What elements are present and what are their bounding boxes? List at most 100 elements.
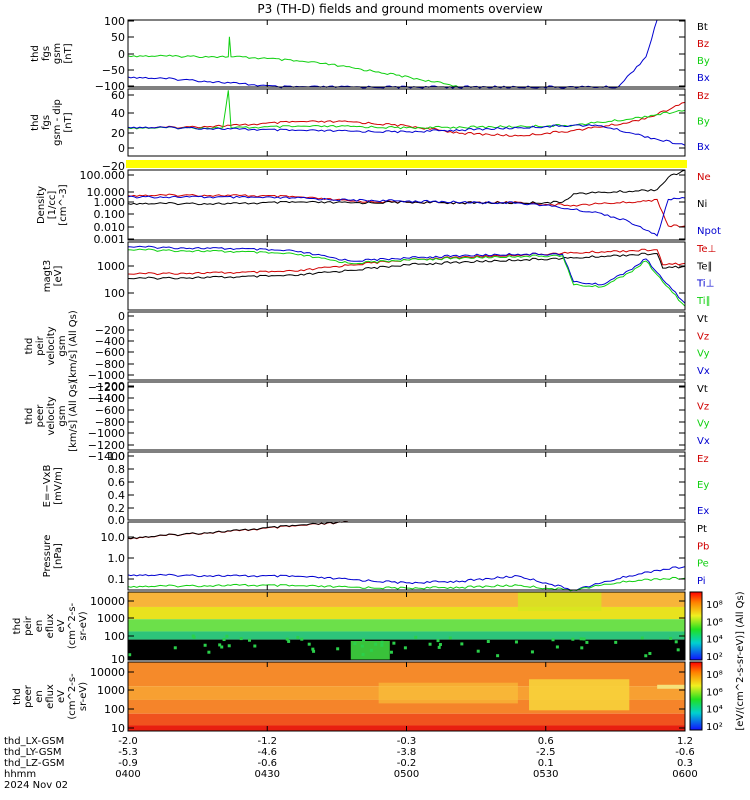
y-axis-label: gsm: [57, 335, 68, 356]
y-tick-label: 1000: [97, 684, 125, 697]
y-axis-label: (cm^2-s-: [67, 673, 78, 720]
footer-value: -2.5: [536, 747, 556, 758]
spectro-speckle: [437, 645, 441, 649]
footer-value: -4.6: [257, 747, 277, 758]
spectro-band: [128, 619, 685, 632]
series-Pi: [127, 566, 686, 591]
spectro-speckle: [239, 637, 243, 641]
series-Pe: [127, 576, 686, 592]
series-By: [127, 90, 686, 130]
legend-label: Ey: [697, 480, 709, 491]
panel-fgs_gsm_total: 100 50 0 −50 −100 thd fgs gsm [nT] Bt Bz By Bx: [30, 15, 710, 93]
spectro-speckle: [571, 637, 575, 641]
spectro-speckle: [614, 640, 618, 644]
spectro-speckle: [669, 636, 673, 640]
y-axis-label: gsm: [52, 43, 63, 64]
y-tick-label: 20: [111, 127, 125, 140]
spectro-speckle: [218, 643, 222, 647]
series-Te∥: [127, 252, 686, 280]
panel-pressure: 10.0 1.0 0.1 Pressure [nPa] Pt Pb Pe Pi: [42, 520, 709, 592]
legend-label: Ni: [697, 199, 707, 210]
legend-label: Ne: [697, 172, 711, 183]
y-tick-label: −400: [95, 392, 125, 405]
spectro-speckle: [476, 649, 480, 653]
footer-value: 0500: [394, 769, 419, 780]
spectro-speckle: [300, 637, 304, 641]
legend-label: Bx: [697, 73, 710, 84]
spectro-speckle: [644, 654, 648, 658]
spectro-speckle: [307, 642, 311, 646]
y-axis-label: peir: [23, 615, 34, 635]
spectro-speckle: [579, 637, 583, 641]
y-tick-label: −100: [95, 80, 125, 93]
series-Ti⊥: [127, 245, 686, 304]
spectro-speckle: [585, 640, 589, 644]
spectro-speckle: [311, 647, 315, 651]
footer-value: 0.3: [677, 758, 693, 769]
spectro-speckle: [227, 644, 231, 648]
y-tick-label: 0: [118, 310, 125, 323]
legend-label: Vx: [697, 436, 710, 447]
y-tick-label: 50: [111, 31, 125, 44]
spectro-band: [128, 639, 685, 660]
spectro-speckle: [676, 648, 680, 652]
footer-value: 0400: [115, 769, 140, 780]
panel-frame: [127, 311, 686, 381]
spectro-speckle: [640, 636, 644, 640]
spectro-speckle: [360, 644, 364, 648]
legend-label: Vz: [697, 401, 709, 412]
colorbar-scale: [689, 661, 703, 731]
spectro-speckle: [403, 646, 407, 650]
legend-label: Pt: [697, 524, 707, 535]
y-axis-label: [nPa]: [53, 543, 64, 569]
spectro-speckle: [555, 645, 559, 649]
y-tick-label: 10: [111, 722, 125, 735]
panel-frame: [127, 19, 686, 88]
legend-label: Ti∥: [696, 296, 711, 307]
spectro-speckle: [648, 651, 652, 655]
spectro-speckle: [253, 644, 257, 648]
panel-e_field: 1.00.80.60.40.20.0 E=−VxB [mV/m] Ez Ey Ex: [42, 450, 709, 527]
series-Bz: [127, 101, 686, 137]
y-axis-label: [eV]: [53, 266, 64, 287]
spectro-speckle: [380, 640, 384, 644]
y-axis-label: eV: [56, 690, 67, 703]
y-axis-label: eV: [56, 619, 67, 632]
colorbar-tick: 10⁴: [706, 705, 723, 716]
spectro-speckle: [380, 643, 384, 647]
y-axis-label: thd: [24, 408, 35, 425]
y-axis-label: [cm^-3]: [58, 184, 69, 225]
legend-label: Ex: [697, 506, 709, 517]
spectro-speckle: [220, 645, 224, 649]
spectro-speckle: [247, 638, 251, 642]
legend-label: Vt: [697, 384, 708, 395]
legend-label: Vx: [697, 366, 710, 377]
panel-fgs_gsm_detrended: 60 40 20 0 −20 thd fgs gsm - dip [nT] Bz By Bx: [30, 88, 710, 173]
spectro-speckle: [312, 649, 316, 653]
legend-label: Vy: [697, 349, 710, 360]
y-tick-label: 0.100: [94, 208, 126, 221]
y-tick-label: 10.0: [101, 531, 126, 544]
y-tick-label: 100.000: [80, 169, 126, 182]
y-axis-label: thd: [12, 618, 23, 635]
footer-ephemeris: thd_LX-GSM -2.0 -1.2 -0.3 0.6 1.2 thd_LY-GSM -5…: [4, 736, 698, 791]
y-tick-label: 100: [104, 15, 125, 28]
series-Te⊥: [127, 248, 686, 276]
panel-frame: [127, 381, 686, 451]
y-tick-label: −200: [95, 324, 125, 337]
y-axis-label: sr-eV): [78, 682, 89, 711]
legend-label: Vz: [697, 331, 709, 342]
spectro-speckle: [192, 635, 196, 639]
y-axis-label: [nT]: [63, 43, 74, 63]
spectro-speckle: [361, 652, 365, 656]
spectro-speckle: [460, 642, 464, 646]
spectro-speckle: [580, 646, 584, 650]
y-tick-label: 40: [111, 107, 125, 120]
footer-value: 0.1: [538, 758, 554, 769]
y-tick-label: −800: [95, 358, 125, 371]
spectro-speckle: [392, 641, 396, 645]
footer-value: 0600: [672, 769, 697, 780]
panel-frame: [127, 451, 686, 521]
y-tick-label: 0.8: [108, 463, 126, 476]
colorbar-tick: 10⁶: [706, 687, 723, 698]
